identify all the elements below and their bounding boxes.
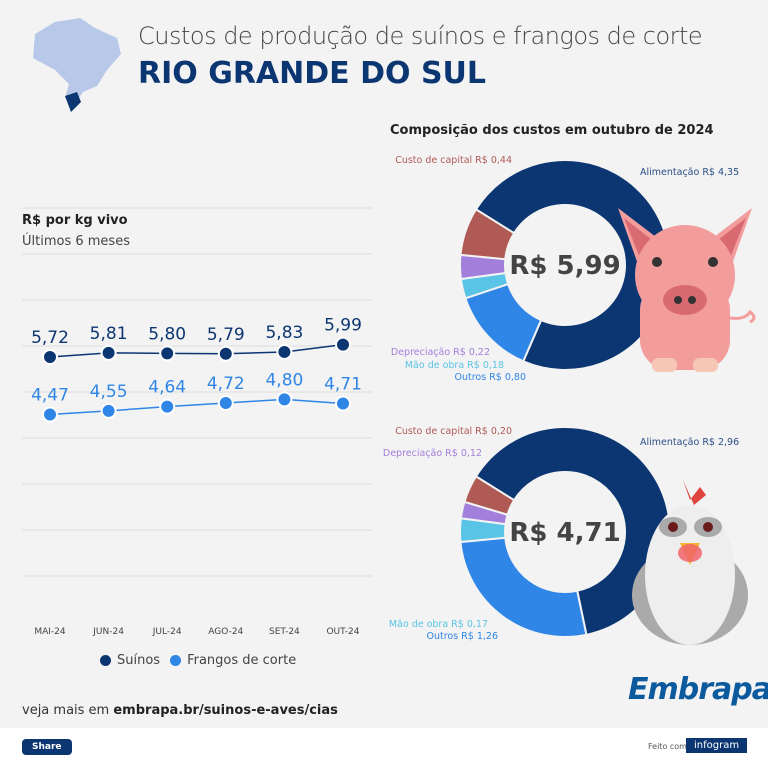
- slice-label: Outros R$ 0,80: [454, 372, 526, 383]
- data-label: 4,72: [207, 374, 245, 394]
- series-line: [49, 398, 344, 416]
- data-point: [42, 349, 58, 365]
- slice-label: Alimentação R$ 2,96: [640, 437, 739, 448]
- legend: Suínos Frangos de corte: [100, 653, 296, 668]
- chicken-icon: [632, 480, 748, 645]
- data-label: 5,80: [148, 324, 186, 344]
- data-point: [335, 395, 351, 412]
- x-tick-label: SET-24: [269, 627, 300, 637]
- slice-label: Depreciação R$ 0,22: [391, 347, 490, 358]
- brazil-map-icon: [33, 18, 121, 112]
- x-tick-label: OUT-24: [326, 627, 359, 637]
- page-title: Custos de produção de suínos e frangos d…: [138, 22, 703, 50]
- data-label: 4,71: [324, 374, 362, 394]
- more-link[interactable]: embrapa.br/suinos-e-aves/cias: [113, 703, 338, 718]
- donut-center: [505, 472, 625, 592]
- slice-label: Mão de obra R$ 0,18: [405, 360, 504, 371]
- data-point: [276, 343, 293, 360]
- slice-label: Custo de capital R$ 0,20: [395, 426, 512, 437]
- state-title: RIO GRANDE DO SUL: [138, 56, 487, 91]
- data-point: [159, 345, 176, 362]
- slice-label: Depreciação R$ 0,12: [383, 448, 482, 459]
- x-tick-label: MAI-24: [34, 627, 66, 637]
- donut-slice: [463, 474, 516, 516]
- slice-label: Mão de obra R$ 0,17: [389, 619, 488, 630]
- series-line: [49, 343, 344, 358]
- x-tick-label: JUL-24: [152, 627, 182, 637]
- donut-frangos: R$ 4,71 Custo de capital R$ 0,20 Depreciaç…: [383, 426, 739, 642]
- data-label: 5,72: [31, 328, 69, 348]
- donut-slice: [459, 536, 588, 638]
- donut-slice: [459, 207, 516, 261]
- data-label: 4,47: [31, 386, 69, 406]
- data-point: [42, 406, 58, 423]
- slice-label: Outros R$ 1,26: [426, 631, 498, 642]
- data-point: [335, 336, 351, 353]
- data-label: 5,81: [90, 324, 128, 344]
- data-point: [100, 344, 117, 361]
- composition-title: Composição dos custos em outubro de 2024: [390, 123, 714, 138]
- data-point: [159, 398, 176, 415]
- x-tick-label: JUN-24: [92, 627, 124, 637]
- donut-center: [505, 205, 625, 325]
- donut-total: R$ 5,99: [509, 251, 620, 281]
- data-label: 5,99: [324, 316, 362, 336]
- donut-slice: [474, 426, 671, 636]
- infogram-link[interactable]: infogram: [686, 738, 748, 753]
- data-point: [276, 391, 293, 408]
- legend-frangos[interactable]: Frangos de corte: [170, 653, 296, 668]
- data-label: 5,79: [207, 325, 245, 345]
- data-point: [217, 345, 234, 362]
- line-chart-title: R$ por kg vivo: [22, 213, 128, 228]
- data-point: [100, 402, 117, 419]
- line-chart-subtitle: Últimos 6 meses: [22, 234, 130, 249]
- slice-label: Alimentação R$ 4,35: [640, 167, 739, 178]
- made-with-label: Feito com: [648, 742, 687, 751]
- embrapa-logo: Embrapa: [628, 672, 768, 707]
- footer-bar: [0, 728, 768, 768]
- data-label: 4,55: [90, 382, 128, 402]
- legend-suinos[interactable]: Suínos: [100, 653, 160, 668]
- donut-total: R$ 4,71: [509, 518, 620, 548]
- data-label: 4,64: [148, 378, 186, 398]
- data-label: 4,80: [265, 370, 303, 390]
- data-point: [217, 395, 234, 411]
- data-label: 5,83: [265, 323, 303, 343]
- line-chart: MAI-24 JUN-24 JUL-24 AGO-24 SET-24 OUT-24 5,72…: [22, 207, 372, 637]
- share-button[interactable]: Share: [22, 739, 72, 755]
- slice-label: Custo de capital R$ 0,44: [395, 155, 512, 166]
- pig-icon: [618, 208, 756, 372]
- more-info: veja mais em embrapa.br/suinos-e-aves/ci…: [22, 703, 338, 718]
- x-tick-label: AGO-24: [208, 627, 243, 637]
